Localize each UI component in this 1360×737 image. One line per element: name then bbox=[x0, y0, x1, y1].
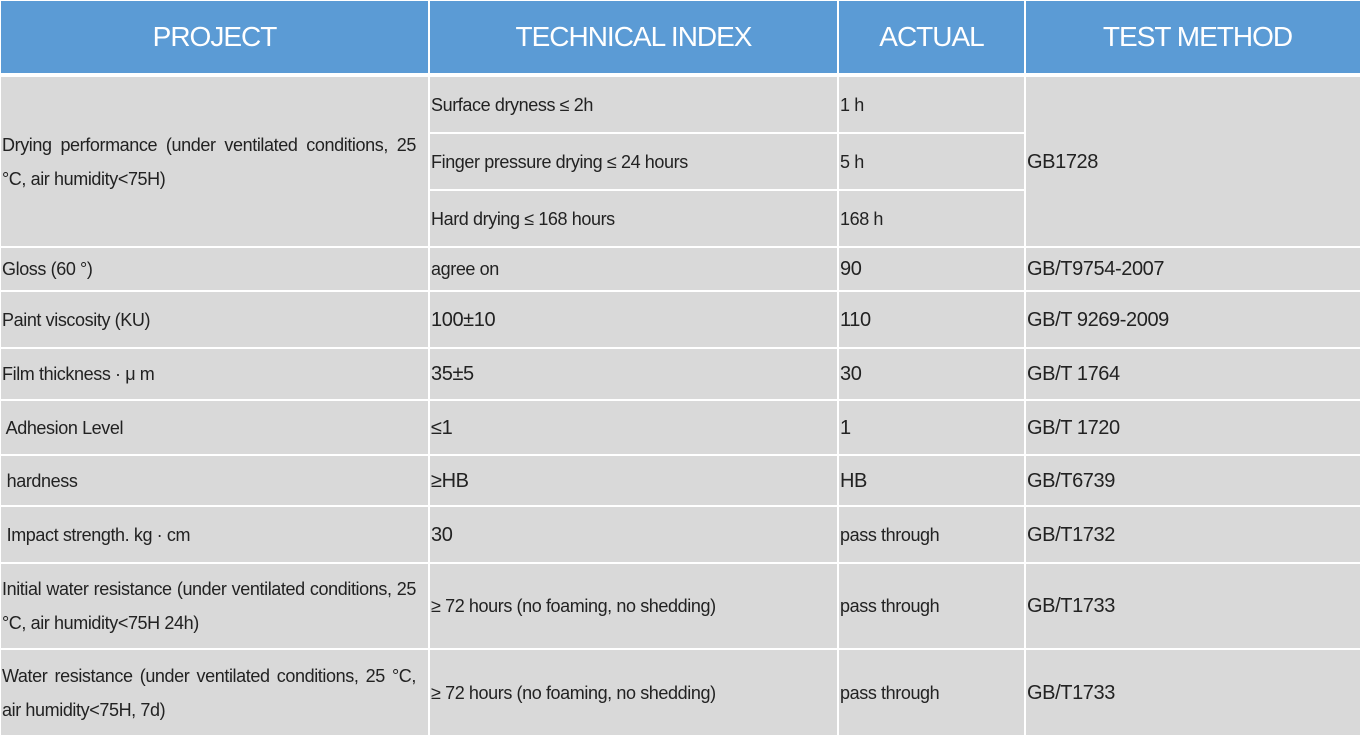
method-cell: GB/T 9269-2009 bbox=[1026, 292, 1360, 347]
table-row: Film thickness · μ m 35±5 30 GB/T 1764 bbox=[1, 349, 1360, 399]
actual-cell: 168 h bbox=[839, 191, 1024, 246]
actual-cell: 5 h bbox=[839, 134, 1024, 189]
table-row: Hard drying ≤ 168 hours 168 h bbox=[1, 191, 1360, 246]
index-cell: agree on bbox=[430, 248, 837, 290]
project-cell: Gloss (60 °) bbox=[1, 248, 428, 290]
method-cell: GB/T1733 bbox=[1026, 650, 1360, 735]
index-cell: ≥HB bbox=[430, 456, 837, 505]
index-cell: Hard drying ≤ 168 hours bbox=[430, 191, 837, 246]
method-cell: GB/T 1720 bbox=[1026, 401, 1360, 454]
header-row: PROJECT TECHNICAL INDEX ACTUAL TEST METH… bbox=[1, 1, 1360, 73]
table-row: Paint viscosity (KU) 100±10 110 GB/T 926… bbox=[1, 292, 1360, 347]
project-cell: Impact strength. kg · cm bbox=[1, 507, 428, 562]
header-project: PROJECT bbox=[1, 1, 428, 73]
method-cell: GB/T6739 bbox=[1026, 456, 1360, 505]
actual-cell: 1 bbox=[839, 401, 1024, 454]
index-cell: Surface dryness ≤ 2h bbox=[430, 77, 837, 132]
table-row: Impact strength. kg · cm 30 pass through… bbox=[1, 507, 1360, 562]
actual-cell: 110 bbox=[839, 292, 1024, 347]
actual-cell: 30 bbox=[839, 349, 1024, 399]
header-actual: ACTUAL bbox=[839, 1, 1024, 73]
method-cell: GB/T9754-2007 bbox=[1026, 248, 1360, 290]
index-cell: 35±5 bbox=[430, 349, 837, 399]
actual-cell: pass through bbox=[839, 564, 1024, 648]
actual-cell: pass through bbox=[839, 650, 1024, 735]
index-cell: 30 bbox=[430, 507, 837, 562]
actual-cell: HB bbox=[839, 456, 1024, 505]
index-cell: ≤1 bbox=[430, 401, 837, 454]
table-row: hardness ≥HB HB GB/T6739 bbox=[1, 456, 1360, 505]
table-row: Adhesion Level ≤1 1 GB/T 1720 bbox=[1, 401, 1360, 454]
project-cell: Adhesion Level bbox=[1, 401, 428, 454]
project-cell: hardness bbox=[1, 456, 428, 505]
actual-cell: pass through bbox=[839, 507, 1024, 562]
method-cell: GB1728 bbox=[1026, 77, 1360, 246]
index-cell: 100±10 bbox=[430, 292, 837, 347]
header-test-method: TEST METHOD bbox=[1026, 1, 1360, 73]
actual-cell: 1 h bbox=[839, 77, 1024, 132]
table-row: Initial water resistance (under ventilat… bbox=[1, 564, 1360, 648]
method-cell: GB/T1733 bbox=[1026, 564, 1360, 648]
index-cell: ≥ 72 hours (no foaming, no shedding) bbox=[430, 650, 837, 735]
table-row: Water resistance (under ventilated condi… bbox=[1, 650, 1360, 735]
project-cell: Initial water resistance (under ventilat… bbox=[1, 564, 428, 648]
actual-cell: 90 bbox=[839, 248, 1024, 290]
index-cell: ≥ 72 hours (no foaming, no shedding) bbox=[430, 564, 837, 648]
method-cell: GB/T 1764 bbox=[1026, 349, 1360, 399]
method-cell: GB/T1732 bbox=[1026, 507, 1360, 562]
header-technical-index: TECHNICAL INDEX bbox=[430, 1, 837, 73]
project-cell: Drying performance (under ventilated con… bbox=[1, 77, 428, 246]
table-row: Finger pressure drying ≤ 24 hours 5 h bbox=[1, 134, 1360, 189]
project-cell: Paint viscosity (KU) bbox=[1, 292, 428, 347]
table-row: Drying performance (under ventilated con… bbox=[1, 77, 1360, 246]
project-cell: Water resistance (under ventilated condi… bbox=[1, 650, 428, 735]
index-cell: Finger pressure drying ≤ 24 hours bbox=[430, 134, 837, 189]
project-cell: Film thickness · μ m bbox=[1, 349, 428, 399]
table-row: Gloss (60 °) agree on 90 GB/T9754-2007 bbox=[1, 248, 1360, 290]
